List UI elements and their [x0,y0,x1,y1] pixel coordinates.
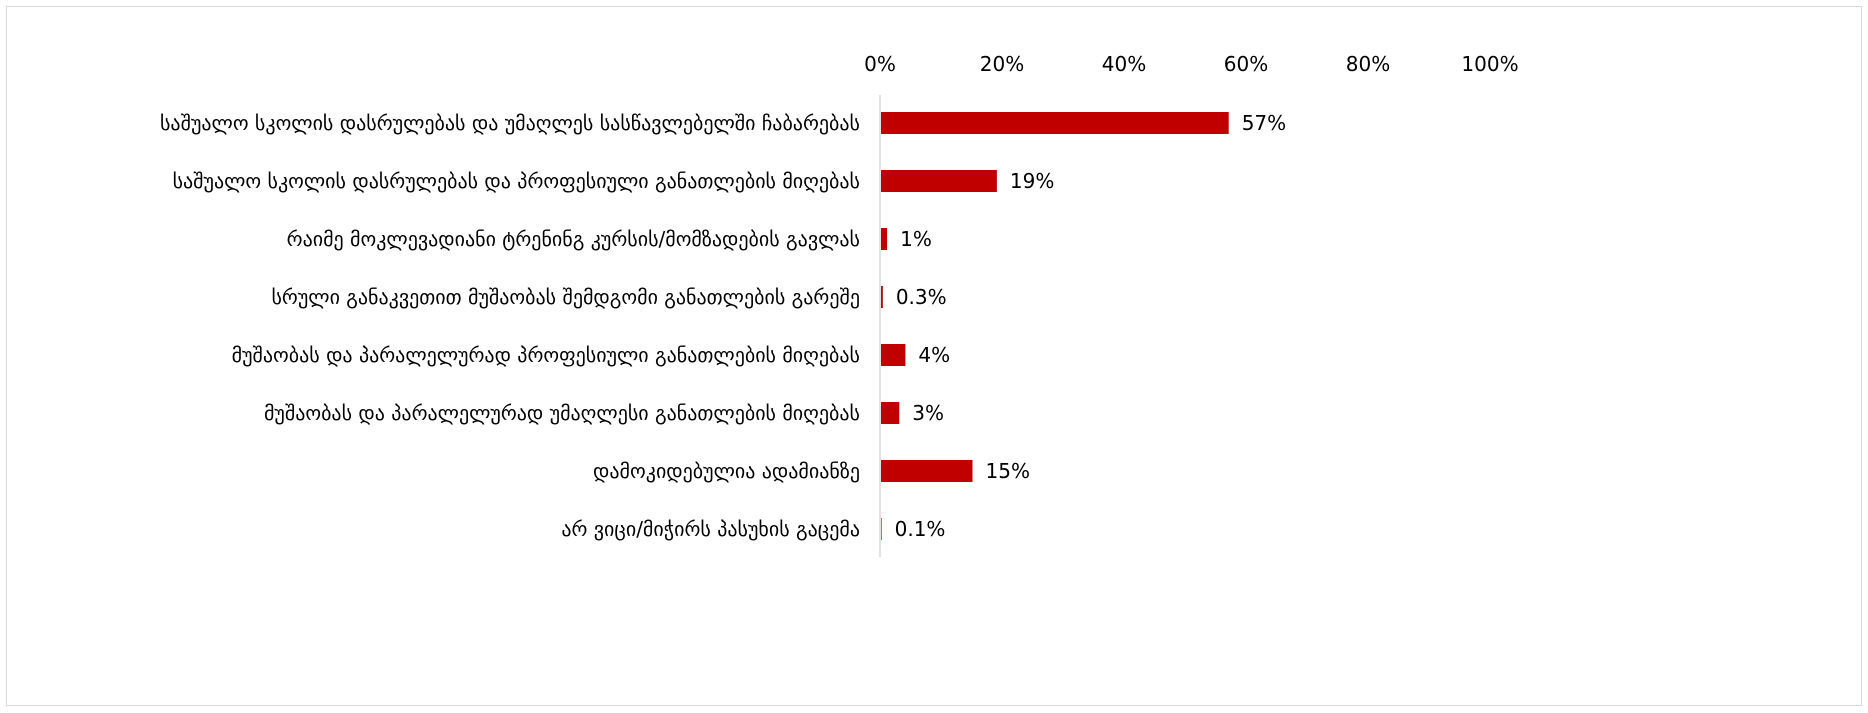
data-label: 57% [1242,111,1286,135]
category-labels: საშუალო სკოლის დასრულებას და უმაღლეს სას… [160,111,860,541]
category-label: დამოკიდებულია ადამიანზე [593,459,860,483]
x-tick-label: 60% [1224,52,1268,76]
category-label: მუშაობას და პარალელურად პროფესიული განათ… [232,343,860,367]
x-tick-label: 0% [864,52,896,76]
bars [881,112,1229,540]
category-label: საშუალო სკოლის დასრულებას და უმაღლეს სას… [160,111,860,135]
x-axis-ticks: 0% 20% 40% 60% 80% 100% [864,52,1518,76]
data-labels: 57% 19% 1% 0.3% 4% 3% 15% 0.1% [895,111,1287,541]
x-tick-label: 80% [1346,52,1390,76]
x-tick-label: 100% [1461,52,1518,76]
category-label: მუშაობას და პარალელურად უმაღლესი განათლე… [264,401,860,425]
bar [881,228,888,250]
x-tick-label: 40% [1102,52,1146,76]
data-label: 0.1% [895,517,946,541]
data-label: 3% [912,401,944,425]
bar [881,170,997,192]
data-label: 1% [900,227,932,251]
category-label: სრული განაკვეთით მუშაობას შემდგომი განათ… [271,285,860,309]
bar [881,402,900,424]
bar [881,460,973,482]
category-label: არ ვიცი/მიჭირს პასუხის გაცემა [561,517,860,541]
bar-chart: 0% 20% 40% 60% 80% 100% საშუალო სკოლის დასრულ… [160,52,1519,557]
category-label: საშუალო სკოლის დასრულებას და პროფესიული … [173,169,860,193]
category-label: რაიმე მოკლევადიანი ტრენინგ კურსის/მომზად… [287,227,860,251]
bar [881,518,882,540]
data-label: 19% [1010,169,1054,193]
data-label: 0.3% [896,285,947,309]
chart-frame: 0% 20% 40% 60% 80% 100% საშუალო სკოლის დასრულ… [6,6,1862,706]
x-tick-label: 20% [980,52,1024,76]
data-label: 4% [918,343,950,367]
bar [881,286,883,308]
bar [881,344,906,366]
bar [881,112,1229,134]
data-label: 15% [986,459,1030,483]
